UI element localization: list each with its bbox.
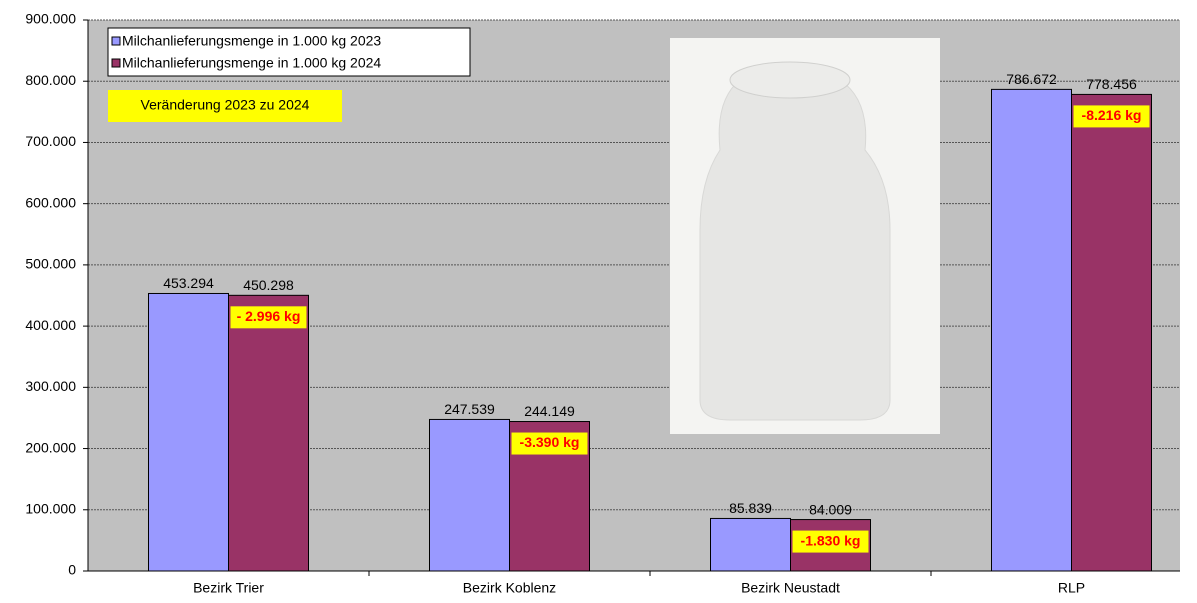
annotation: -3.390 kg: [520, 434, 580, 450]
annotation-box: [230, 306, 307, 329]
x-tick-label: Bezirk Neustadt: [741, 580, 840, 596]
annotation-box: [792, 530, 869, 553]
y-tick-label: 700.000: [25, 133, 76, 149]
annotation: - 2.996 kg: [237, 308, 301, 324]
value-label: 85.839: [729, 500, 772, 516]
bar: [991, 88, 1072, 572]
value-label: 778.456: [1086, 76, 1137, 92]
milk-can-rim: [729, 61, 851, 99]
x-tick-label: RLP: [1058, 580, 1085, 596]
annotation-box: [511, 432, 588, 455]
y-tick-label: 500.000: [25, 256, 76, 272]
legend-label: Milchanlieferungsmenge in 1.000 kg 2023: [122, 33, 381, 49]
y-tick-label: 400.000: [25, 317, 76, 333]
annotation: -8.216 kg: [1082, 107, 1142, 123]
annotation-box: [1073, 105, 1150, 128]
bar: [710, 517, 791, 572]
bar: [148, 292, 229, 572]
bar: [228, 294, 309, 572]
note: Veränderung 2023 zu 2024: [141, 97, 310, 113]
value-label: 786.672: [1006, 71, 1057, 87]
y-tick-label: 100.000: [25, 500, 76, 516]
bars: [148, 88, 1152, 572]
y-tick-label: 600.000: [25, 194, 76, 210]
value-label: 84.009: [809, 501, 852, 517]
y-tick-label: 0: [68, 562, 76, 578]
milk-can-image: [670, 38, 940, 434]
bar: [1071, 93, 1152, 572]
y-tick-label: 200.000: [25, 439, 76, 455]
legend-swatch: [111, 58, 121, 68]
bar: [429, 418, 510, 572]
legend-label: Milchanlieferungsmenge in 1.000 kg 2024: [122, 55, 381, 71]
x-tick-label: Bezirk Koblenz: [463, 580, 556, 596]
y-tick-label: 900.000: [25, 11, 76, 27]
legend-box: [107, 27, 471, 77]
milk-can: [699, 79, 891, 421]
value-label: 453.294: [163, 275, 214, 291]
value-label: 450.298: [243, 277, 294, 293]
value-label: 247.539: [444, 401, 495, 417]
value-label: 244.149: [524, 403, 575, 419]
x-tick-label: Bezirk Trier: [193, 580, 264, 596]
note-box: [108, 90, 342, 122]
y-tick-label: 300.000: [25, 378, 76, 394]
annotation: -1.830 kg: [801, 532, 861, 548]
legend: Milchanlieferungsmenge in 1.000 kg 2023 …: [107, 27, 471, 77]
legend-swatch: [111, 36, 121, 46]
y-tick-label: 800.000: [25, 72, 76, 88]
